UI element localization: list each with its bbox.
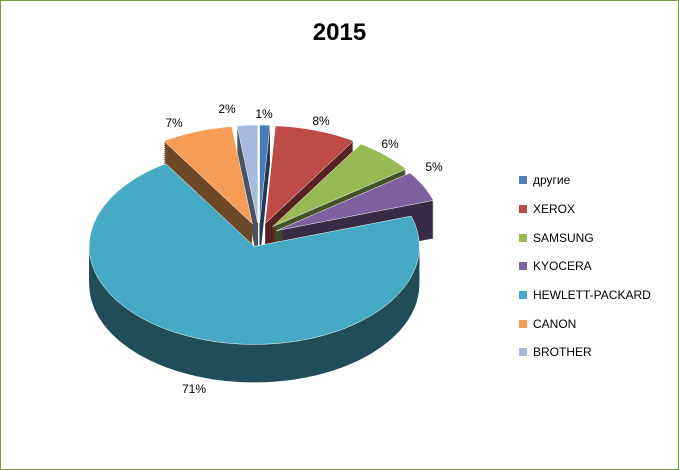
data-label: 71%: [182, 382, 206, 396]
legend-item: HEWLETT-PACKARD: [519, 281, 651, 310]
legend-label: BROTHER: [533, 345, 592, 360]
legend-swatch: [519, 348, 527, 357]
legend-label: XEROX: [533, 202, 576, 217]
data-label: 2%: [218, 102, 236, 116]
legend-item: SAMSUNG: [519, 223, 651, 252]
data-label: 7%: [165, 116, 183, 130]
legend-item: BROTHER: [519, 338, 651, 367]
legend-swatch: [519, 262, 527, 271]
legend-swatch: [519, 319, 527, 328]
chart-title: 2015: [312, 19, 367, 46]
legend-swatch: [519, 233, 527, 242]
legend-swatch: [519, 176, 527, 185]
legend-item: CANON: [519, 309, 651, 338]
pie-slice-другие: [259, 124, 271, 262]
legend-label: SAMSUNG: [533, 230, 594, 245]
legend-item: KYOCERA: [519, 252, 651, 281]
legend-swatch: [519, 205, 527, 214]
data-label: 5%: [425, 160, 443, 174]
pie-slice-hewlett-packard: [89, 163, 420, 383]
data-label: 1%: [255, 107, 273, 121]
legend-label: другие: [533, 173, 571, 188]
legend-item: другие: [519, 166, 651, 195]
legend-item: XEROX: [519, 195, 651, 224]
legend: другие XEROX SAMSUNG KYOCERA HEWLETT-PACKARD…: [519, 166, 651, 367]
legend-label: KYOCERA: [533, 259, 592, 274]
legend-label: CANON: [533, 316, 577, 331]
data-label: 6%: [381, 137, 399, 151]
legend-label: HEWLETT-PACKARD: [533, 288, 651, 303]
data-label: 8%: [312, 114, 330, 128]
legend-swatch: [519, 291, 527, 300]
